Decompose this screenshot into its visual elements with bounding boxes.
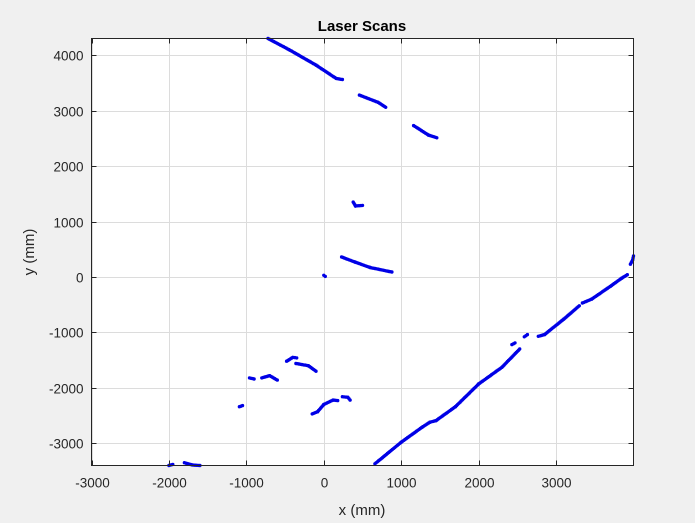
- y-tick-label: 0: [76, 271, 84, 286]
- scan-point: [435, 136, 439, 140]
- scan-point: [577, 304, 581, 308]
- scan-point: [240, 403, 245, 408]
- y-tick-label: 1000: [53, 216, 83, 231]
- x-axis-label: x (mm): [339, 502, 386, 519]
- scan-point: [518, 347, 522, 351]
- x-tick-label: -2000: [152, 476, 187, 491]
- axes-frame: [91, 38, 634, 466]
- y-tick-label: 4000: [53, 49, 83, 64]
- x-tick-label: 1000: [386, 476, 416, 491]
- scan-point: [348, 398, 352, 402]
- y-tick-label: 3000: [53, 105, 83, 120]
- tick-marks: [91, 38, 634, 466]
- scan-point: [360, 203, 365, 208]
- x-tick-labels: -3000 -2000 -1000 0 1000 2000 3000: [75, 476, 571, 491]
- scan-point: [336, 398, 340, 403]
- plot-area: [91, 38, 634, 466]
- y-tick-label: -1000: [49, 326, 84, 341]
- x-tick-label: 3000: [541, 476, 571, 491]
- scan-point: [384, 105, 388, 110]
- x-tick-label: 2000: [464, 476, 494, 491]
- scan-point: [314, 369, 318, 373]
- scan-point: [525, 332, 530, 337]
- scan-point: [625, 273, 629, 277]
- y-tick-labels: -3000 -2000 -1000 0 1000 2000 3000 4000: [49, 49, 84, 452]
- scan-point: [252, 377, 256, 381]
- y-tick-label: -2000: [49, 382, 84, 397]
- scan-point: [275, 378, 279, 382]
- scan-point: [323, 274, 327, 279]
- grid-lines: [91, 38, 634, 466]
- chart-title: Laser Scans: [318, 18, 406, 35]
- scan-point: [340, 77, 345, 82]
- y-tick-label: -3000: [49, 437, 84, 452]
- scan-point: [390, 270, 394, 274]
- x-tick-label: -1000: [229, 476, 264, 491]
- scan-points: [167, 36, 636, 468]
- y-tick-label: 2000: [53, 160, 83, 175]
- y-axis-label: y (mm): [21, 229, 38, 276]
- scan-point: [295, 356, 299, 360]
- x-tick-label: -3000: [75, 476, 110, 491]
- scan-point: [513, 341, 517, 345]
- x-tick-label: 0: [321, 476, 329, 491]
